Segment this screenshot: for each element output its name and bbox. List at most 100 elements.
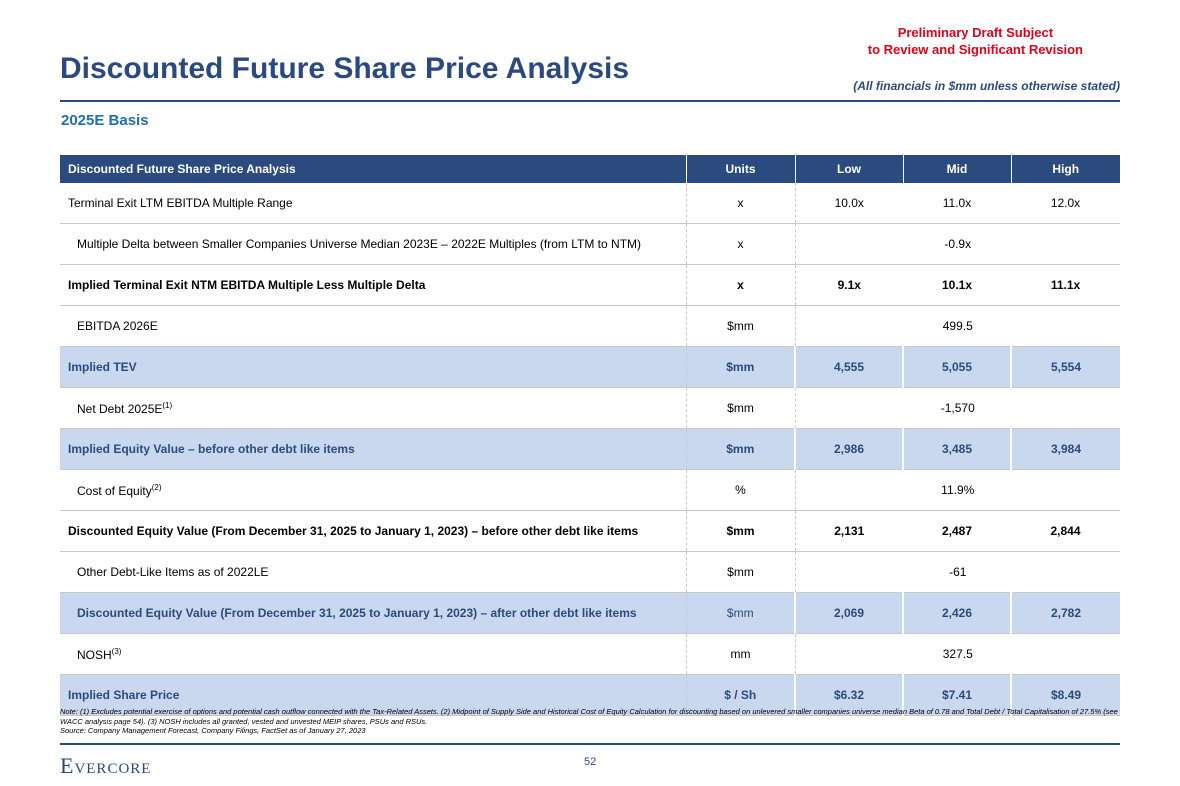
- units-cell: $mm: [685, 510, 795, 552]
- units-cell: $mm: [685, 387, 795, 429]
- value-cell: -1,570: [794, 387, 1120, 429]
- column-header: Low: [794, 155, 903, 183]
- draft-line: Preliminary Draft Subject: [897, 25, 1054, 40]
- units-cell: $ / Sh: [685, 674, 795, 716]
- label-text: Implied TEV: [68, 360, 137, 374]
- label-text: Multiple Delta between Smaller Companies…: [77, 237, 642, 251]
- value-cell: $7.41: [902, 674, 1011, 716]
- rule: [60, 100, 1120, 102]
- source-text: Source: Company Management Forecast, Com…: [60, 726, 366, 735]
- row-label: Implied Equity Value – before other debt…: [60, 428, 686, 470]
- units-cell: x: [685, 264, 795, 306]
- units-cell: %: [685, 469, 795, 511]
- value-cell: 12.0x: [1011, 183, 1120, 224]
- value-cell: -61: [794, 551, 1120, 593]
- column-header: Mid: [902, 155, 1011, 183]
- table-row: Net Debt 2025E(1) $mm -1,570: [60, 387, 1120, 429]
- header-row: Discounted Future Share Price Analysis Un…: [60, 155, 1120, 183]
- label-text: Implied Share Price: [68, 688, 180, 702]
- units-cell: $mm: [685, 305, 795, 347]
- column-header: High: [1010, 155, 1120, 183]
- row-label: Discounted Equity Value (From December 3…: [60, 510, 686, 552]
- value-cell: 11.0x: [903, 183, 1011, 224]
- label-text: NOSH: [77, 647, 112, 662]
- footnote-ref: (3): [111, 646, 122, 656]
- value-cell: 2,782: [1010, 592, 1120, 634]
- table-row: Discounted Equity Value (From December 3…: [60, 592, 1120, 634]
- footnote-ref: (2): [151, 482, 162, 492]
- table-row: Implied Terminal Exit NTM EBITDA Multipl…: [60, 264, 1120, 306]
- row-label: Implied Share Price: [60, 674, 686, 716]
- logo: Evercore: [60, 753, 152, 778]
- value-cell: 4,555: [794, 346, 903, 388]
- value-cell: 3,984: [1010, 428, 1120, 470]
- value-cell: $8.49: [1010, 674, 1120, 716]
- subtitle: 2025E Basis: [61, 112, 149, 129]
- value-cell: 9.1x: [794, 264, 903, 306]
- value-cell: 10.0x: [794, 183, 903, 224]
- value-cell: 3,485: [902, 428, 1011, 470]
- column-header: Units: [685, 155, 795, 183]
- rule: [60, 743, 1120, 745]
- table: Discounted Future Share Price Analysis Un…: [60, 155, 1120, 716]
- value-cell: 327.5: [794, 633, 1120, 675]
- value-cell: 499.5: [794, 305, 1120, 347]
- label-text: Other Debt-Like Items as of 2022LE: [77, 565, 269, 579]
- note-text: Note: (1) Excludes potential exercise of…: [60, 707, 1118, 726]
- row-label: EBITDA 2026E: [60, 305, 686, 347]
- units-cell: $mm: [685, 592, 795, 634]
- table-row: Multiple Delta between Smaller Companies…: [60, 223, 1120, 265]
- value-cell: 11.9%: [794, 469, 1120, 511]
- units-cell: x: [685, 183, 795, 224]
- value-cell: 11.1x: [1011, 264, 1120, 306]
- table-row: EBITDA 2026E $mm 499.5: [60, 305, 1120, 347]
- footnote-ref: (1): [162, 400, 173, 410]
- row-label: NOSH(3): [60, 633, 686, 675]
- table-row: Cost of Equity(2)% 11.9%: [60, 469, 1120, 511]
- value-cell: 2,131: [794, 510, 903, 552]
- value-cell: 2,487: [903, 510, 1011, 552]
- label-text: Discounted Equity Value (From December 3…: [77, 606, 637, 620]
- draft-note: Preliminary Draft Subject to Review and …: [868, 24, 1083, 58]
- units-cell: x: [685, 223, 795, 265]
- label-text: Net Debt 2025E: [77, 401, 163, 416]
- value-cell: $6.32: [794, 674, 903, 716]
- label-text: Implied Equity Value – before other debt…: [68, 442, 355, 456]
- label-text: Terminal Exit LTM EBITDA Multiple Range: [68, 196, 293, 210]
- table-row: Discounted Equity Value (From December 3…: [60, 510, 1120, 552]
- row-label: Implied TEV: [60, 346, 686, 388]
- table-row: Terminal Exit LTM EBITDA Multiple Range x…: [60, 183, 1120, 224]
- label-text: Discounted Equity Value (From December 3…: [68, 524, 639, 538]
- table-row: Implied Equity Value – before other debt…: [60, 428, 1120, 470]
- row-label: Net Debt 2025E(1): [60, 387, 686, 429]
- table-row: Implied Share Price $ / Sh $6.32 $7.41 $8.49: [60, 674, 1120, 716]
- row-label: Multiple Delta between Smaller Companies…: [60, 223, 686, 265]
- draft-line: to Review and Significant Revision: [867, 42, 1083, 57]
- page-number: 52: [584, 756, 597, 768]
- footnote: Note: (1) Excludes potential exercise of…: [60, 707, 1120, 736]
- units-cell: $mm: [685, 551, 795, 593]
- value-cell: 5,554: [1010, 346, 1120, 388]
- row-label: Discounted Equity Value (From December 3…: [60, 592, 686, 634]
- column-header: Discounted Future Share Price Analysis: [60, 155, 686, 183]
- table-row: Implied TEV $mm 4,555 5,055 5,554: [60, 346, 1120, 388]
- units-note: (All financials in $mm unless otherwise …: [853, 79, 1120, 93]
- table-row: Other Debt-Like Items as of 2022LE $mm -61: [60, 551, 1120, 593]
- label-text: Cost of Equity: [77, 483, 152, 498]
- value-cell: 5,055: [902, 346, 1011, 388]
- value-cell: 2,844: [1011, 510, 1120, 552]
- table-row: NOSH(3) mm 327.5: [60, 633, 1120, 675]
- row-label: Cost of Equity(2): [60, 469, 686, 511]
- row-label: Other Debt-Like Items as of 2022LE: [60, 551, 686, 593]
- value-cell: 10.1x: [903, 264, 1011, 306]
- title: Discounted Future Share Price Analysis: [60, 52, 630, 85]
- units-cell: mm: [685, 633, 795, 675]
- row-label: Implied Terminal Exit NTM EBITDA Multipl…: [60, 264, 686, 306]
- value-cell: 2,069: [794, 592, 903, 634]
- units-cell: $mm: [685, 346, 795, 388]
- value-cell: 2,986: [794, 428, 903, 470]
- value-cell: 2,426: [902, 592, 1011, 634]
- label-text: Implied Terminal Exit NTM EBITDA Multipl…: [68, 278, 426, 292]
- row-label: Terminal Exit LTM EBITDA Multiple Range: [60, 183, 686, 224]
